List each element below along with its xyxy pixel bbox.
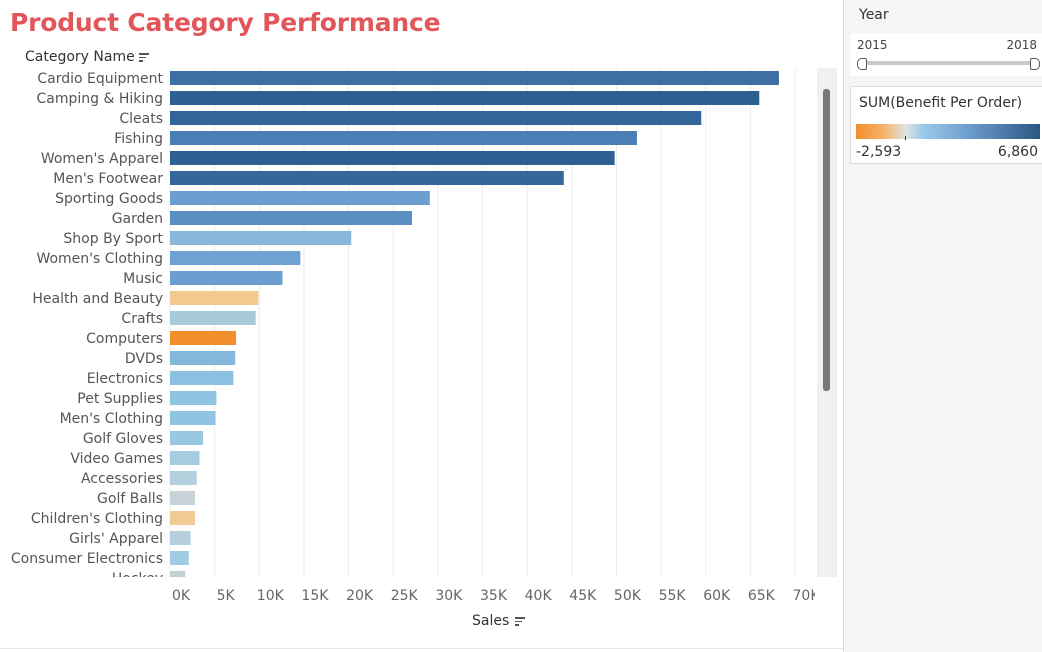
- bar[interactable]: [170, 251, 301, 265]
- bar[interactable]: [170, 531, 191, 545]
- x-tick-label: 70K: [793, 588, 816, 604]
- x-tick-label: 50K: [614, 588, 642, 604]
- bar[interactable]: [170, 271, 283, 285]
- x-tick-label: 10K: [257, 588, 285, 604]
- category-label[interactable]: DVDs: [125, 351, 163, 367]
- bar[interactable]: [170, 571, 186, 585]
- category-label[interactable]: Sporting Goods: [55, 191, 163, 207]
- category-label[interactable]: Accessories: [81, 471, 163, 487]
- category-label[interactable]: Camping & Hiking: [36, 91, 163, 107]
- category-label[interactable]: Electronics: [87, 371, 163, 387]
- bar[interactable]: [170, 171, 564, 185]
- category-label[interactable]: Men's Clothing: [60, 411, 163, 427]
- x-axis-title-label: Sales: [472, 613, 510, 629]
- x-tick-label: 25K: [391, 588, 419, 604]
- x-tick-label: 20K: [346, 588, 374, 604]
- x-tick-label: 30K: [435, 588, 463, 604]
- year-range-slider[interactable]: [859, 61, 1034, 65]
- category-label[interactable]: Golf Gloves: [83, 431, 163, 447]
- category-label[interactable]: Pet Supplies: [77, 391, 163, 407]
- category-label[interactable]: Men's Footwear: [53, 171, 163, 187]
- bar[interactable]: [170, 511, 195, 525]
- scrollbar-thumb[interactable]: [823, 89, 830, 391]
- category-label[interactable]: Fishing: [114, 131, 163, 147]
- category-label[interactable]: Women's Clothing: [36, 251, 163, 267]
- bar[interactable]: [170, 471, 197, 485]
- x-tick-label: 65K: [748, 588, 776, 604]
- legend-title: SUM(Benefit Per Order): [859, 95, 1023, 111]
- filter-panel: Year 2015 2018 SUM(Benefit Per Order) -2…: [843, 0, 1042, 652]
- bar[interactable]: [170, 411, 216, 425]
- category-label[interactable]: Women's Apparel: [41, 151, 163, 167]
- bar[interactable]: [170, 231, 352, 245]
- category-labels: Cardio Equipment Camping & Hiking Cleats Fi…: [11, 71, 164, 587]
- bar[interactable]: [170, 151, 615, 165]
- bar[interactable]: [170, 391, 217, 405]
- category-name-label: Category Name: [25, 49, 135, 65]
- category-name-header[interactable]: Category Name: [25, 49, 149, 65]
- x-tick-label: 55K: [659, 588, 687, 604]
- category-label[interactable]: Golf Balls: [97, 491, 163, 507]
- vertical-scrollbar[interactable]: [817, 68, 837, 577]
- x-tick-label: 60K: [703, 588, 731, 604]
- year-max-label: 2018: [1006, 38, 1037, 52]
- bars: [170, 71, 779, 585]
- category-label[interactable]: Consumer Electronics: [11, 551, 163, 567]
- color-legend-card: SUM(Benefit Per Order) -2,593 6,860: [850, 86, 1042, 164]
- x-tick-label: 35K: [480, 588, 508, 604]
- bar[interactable]: [170, 311, 256, 325]
- bar[interactable]: [170, 191, 430, 205]
- category-label[interactable]: Girls' Apparel: [69, 531, 163, 547]
- bar[interactable]: [170, 291, 259, 305]
- category-label[interactable]: Cardio Equipment: [37, 71, 163, 87]
- legend-max-label: 6,860: [997, 144, 1038, 160]
- category-label[interactable]: Computers: [86, 331, 163, 347]
- bar[interactable]: [170, 131, 637, 145]
- x-tick-label: 0K: [172, 588, 191, 604]
- bar-chart: Cardio Equipment Camping & Hiking Cleats Fi…: [11, 68, 815, 604]
- year-filter-title: Year: [850, 0, 1042, 33]
- gradient-zero-tick: [905, 136, 906, 140]
- bar[interactable]: [170, 551, 189, 565]
- bar[interactable]: [170, 351, 236, 365]
- year-slider-max-handle[interactable]: [1030, 58, 1040, 70]
- bar[interactable]: [170, 431, 204, 445]
- sort-icon[interactable]: [515, 616, 526, 626]
- year-slider-min-handle[interactable]: [857, 58, 867, 70]
- bar[interactable]: [170, 331, 237, 345]
- category-label[interactable]: Hockey: [112, 571, 163, 587]
- chart-title: Product Category Performance: [10, 8, 441, 37]
- category-label[interactable]: Garden: [112, 211, 163, 227]
- category-label[interactable]: Video Games: [70, 451, 163, 467]
- bar[interactable]: [170, 111, 702, 125]
- bar[interactable]: [170, 71, 779, 85]
- legend-min-label: -2,593: [856, 144, 902, 160]
- x-tick-label: 45K: [569, 588, 597, 604]
- bar[interactable]: [170, 211, 412, 225]
- year-filter-card: Year 2015 2018: [850, 0, 1042, 76]
- category-label[interactable]: Crafts: [121, 311, 163, 327]
- bar[interactable]: [170, 91, 760, 105]
- category-label[interactable]: Children's Clothing: [31, 511, 163, 527]
- bottom-divider: [0, 648, 843, 649]
- x-axis-title[interactable]: Sales: [472, 613, 526, 629]
- bar[interactable]: [170, 371, 234, 385]
- x-axis-ticks: 0K 5K 10K 15K 20K 25K 30K 35K 40K 45K 50K 55K 60K 65K…: [172, 588, 815, 604]
- bar[interactable]: [170, 451, 200, 465]
- year-min-label: 2015: [857, 38, 888, 52]
- category-label[interactable]: Music: [123, 271, 163, 287]
- sort-icon[interactable]: [138, 52, 149, 62]
- color-gradient-bar: [856, 124, 1040, 139]
- category-label[interactable]: Cleats: [119, 111, 163, 127]
- x-tick-label: 15K: [301, 588, 329, 604]
- category-label[interactable]: Health and Beauty: [32, 291, 163, 307]
- x-tick-label: 5K: [217, 588, 236, 604]
- x-tick-label: 40K: [525, 588, 553, 604]
- category-label[interactable]: Shop By Sport: [63, 231, 163, 247]
- bar[interactable]: [170, 491, 195, 505]
